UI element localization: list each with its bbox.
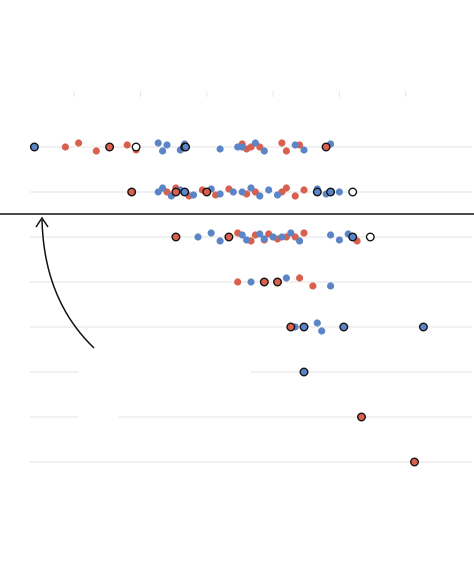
- row-2-blue-point-5: [256, 230, 264, 238]
- row-4-blue-point-2: [318, 327, 326, 335]
- row-5-blue-outlined-point-0: [299, 367, 309, 377]
- row-0-blue-point-1: [154, 139, 162, 147]
- row-1-blue-point-4: [189, 191, 198, 199]
- row-3-red-point-0: [234, 278, 242, 286]
- row-2-blue-point-12: [335, 236, 343, 244]
- row-2-blue-point-10: [296, 237, 304, 245]
- row-2-red-outlined-point-1: [224, 232, 234, 242]
- row-2-red-outlined-point-0: [171, 232, 181, 242]
- row-1-blue-point-6: [216, 190, 224, 198]
- row-2-red-point-9: [300, 229, 308, 237]
- row-1-red-outlined-point-0: [127, 187, 137, 197]
- row-0-red-point-0: [61, 143, 69, 151]
- row-1-blue-outlined-point-2: [326, 187, 336, 197]
- row-0-white-outlined-point-0: [131, 142, 141, 152]
- row-2-blue-point-8: [278, 233, 286, 241]
- row-6-red-outlined-point-0: [357, 412, 367, 422]
- row-2-blue-point-3: [238, 231, 246, 239]
- row-3-red-point-1: [296, 274, 304, 282]
- row-3-red-outlined-point-1: [273, 277, 283, 287]
- row-1-red-point-9: [282, 184, 290, 192]
- row-0-red-point-2: [92, 147, 100, 155]
- row-3-blue-point-1: [282, 274, 290, 282]
- row-0-blue-point-11: [291, 141, 299, 149]
- row-0-red-outlined-point-0: [105, 142, 115, 152]
- row-4-blue-outlined-point-0: [299, 322, 309, 332]
- row-2-blue-point-6: [260, 235, 268, 243]
- row-0-red-point-3: [123, 141, 131, 149]
- row-4-blue-outlined-point-1: [339, 322, 349, 332]
- row-2-blue-point-1: [207, 229, 215, 237]
- row-1-blue-point-11: [265, 186, 273, 194]
- x-ticks: [73, 91, 407, 97]
- row-3-red-outlined-point-0: [259, 277, 269, 287]
- data-points: [29, 139, 428, 467]
- row-1-blue-point-15: [335, 188, 343, 196]
- row-3-blue-point-2: [327, 282, 335, 290]
- row-1-red-outlined-point-1: [171, 187, 181, 197]
- row-7-red-outlined-point-0: [410, 457, 420, 467]
- row-0-red-point-1: [75, 139, 83, 147]
- row-0-blue-point-12: [300, 146, 308, 154]
- annotation-arrowhead: [35, 216, 49, 228]
- row-1-red-outlined-point-2: [202, 187, 212, 197]
- row-0-blue-point-9: [251, 139, 259, 147]
- row-0-red-outlined-point-1: [321, 142, 331, 152]
- row-3-blue-point-0: [247, 278, 255, 286]
- row-1-white-outlined-point-0: [348, 187, 358, 197]
- row-1-blue-outlined-point-0: [180, 187, 190, 197]
- row-1-blue-outlined-point-1: [312, 187, 322, 197]
- row-2-blue-point-0: [194, 233, 202, 241]
- row-1-red-point-10: [291, 192, 299, 200]
- row-4-red-outlined-point-0: [286, 322, 296, 332]
- row-0-blue-point-2: [159, 147, 167, 155]
- row-2-blue-point-4: [243, 236, 251, 244]
- row-1-red-point-11: [300, 186, 308, 194]
- annotation-arrow: [41, 219, 95, 349]
- row-0-blue-outlined-point-0: [29, 142, 39, 152]
- row-0-blue-outlined-point-2: [181, 142, 191, 152]
- row-1-blue-point-8: [238, 188, 246, 196]
- row-1-blue-point-10: [256, 192, 264, 200]
- row-2-blue-outlined-point-0: [348, 232, 358, 242]
- row-2-blue-point-2: [216, 237, 224, 245]
- row-0-blue-point-8: [238, 143, 246, 151]
- row-1-blue-point-7: [229, 188, 237, 196]
- row-1-blue-point-9: [247, 184, 255, 192]
- row-3-red-point-2: [309, 282, 317, 290]
- row-2-blue-point-9: [287, 229, 295, 237]
- row-2-blue-point-11: [327, 231, 335, 239]
- row-2-blue-point-7: [269, 233, 277, 241]
- row-0-blue-point-3: [163, 141, 171, 149]
- row-4-blue-point-1: [313, 319, 321, 327]
- row-0-blue-point-6: [216, 145, 224, 153]
- row-1-blue-point-12: [273, 191, 282, 199]
- row-gridlines: [30, 146, 472, 463]
- row-1-blue-point-1: [159, 184, 167, 192]
- row-0-red-point-10: [282, 147, 290, 155]
- row-2-white-outlined-point-0: [365, 232, 375, 242]
- row-4-blue-outlined-point-2: [418, 322, 428, 332]
- row-0-blue-point-10: [260, 147, 268, 155]
- row-0-red-point-9: [278, 139, 286, 147]
